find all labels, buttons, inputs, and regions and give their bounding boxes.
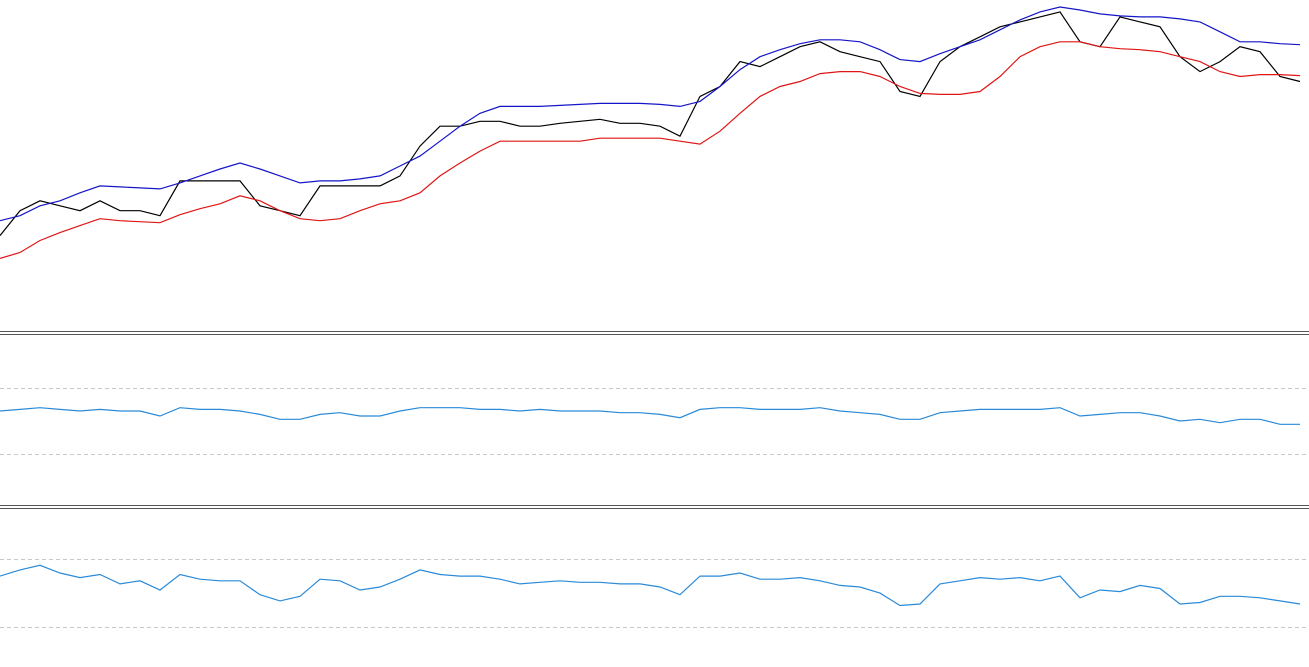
series-line	[0, 407, 1300, 425]
series-line	[0, 11, 1301, 236]
series-line	[0, 41, 1301, 259]
series-line	[0, 6, 1301, 222]
series-line	[0, 564, 1301, 607]
